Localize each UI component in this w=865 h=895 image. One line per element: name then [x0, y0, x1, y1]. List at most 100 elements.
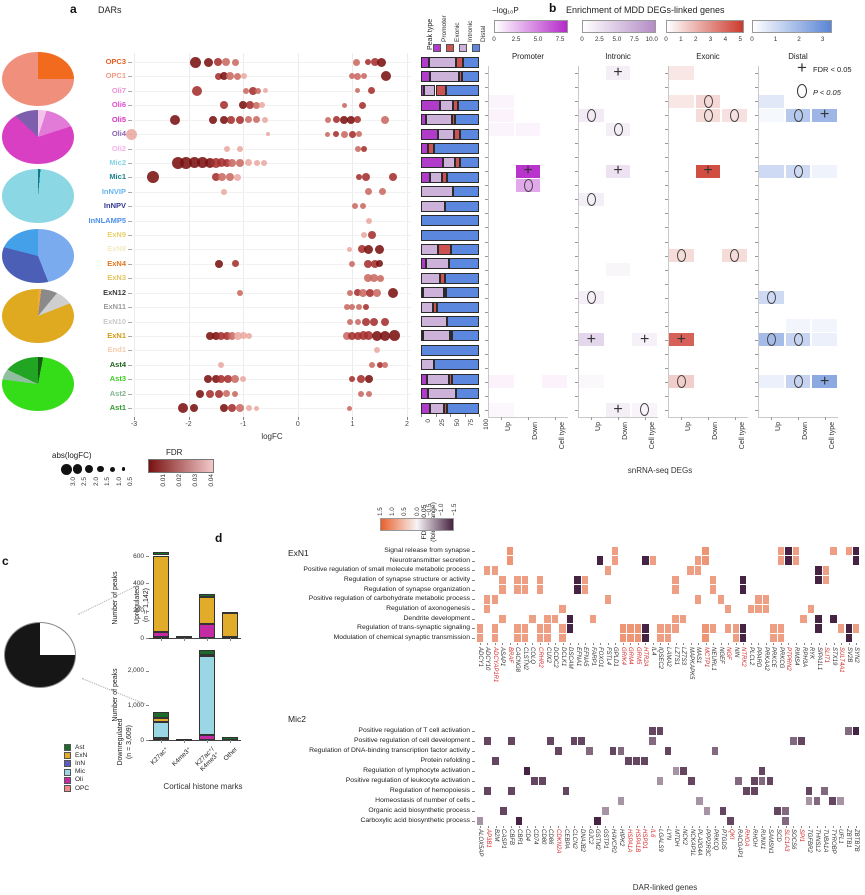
gene-col-tick — [746, 826, 748, 828]
peak-bar-segment — [455, 388, 479, 400]
gridline-y — [133, 76, 411, 78]
go-cell — [657, 633, 664, 643]
heatmap-name: Distal — [788, 52, 808, 61]
gene-label: PTPRN2 — [785, 647, 792, 671]
gene-col-tick — [547, 643, 549, 645]
row-tick — [128, 162, 132, 164]
go-cell — [506, 546, 514, 556]
dar-dot — [347, 115, 356, 124]
go-cell — [536, 624, 544, 633]
heatmap-row-tick — [755, 353, 758, 355]
heatmap-row-tick — [485, 395, 488, 397]
bar-axis-tick — [421, 414, 422, 417]
go-row-tick — [472, 550, 475, 552]
gene-col-tick — [722, 826, 724, 828]
heatmap-col-tick — [824, 417, 826, 420]
gene-col-tick — [540, 643, 541, 645]
y-tick-label: 0 — [140, 634, 144, 642]
go-cell — [719, 806, 727, 816]
gene-col-tick — [562, 643, 564, 645]
axis-tick-label: -2 — [185, 421, 192, 428]
peak-bar-segment — [421, 85, 424, 97]
dar-dot — [223, 390, 231, 398]
size-legend-tick: 3.0 — [69, 477, 77, 487]
enrichment-cell — [812, 375, 837, 389]
fdr-significant-marker: + — [819, 372, 830, 390]
gene-label: ASAP1 — [499, 647, 506, 667]
gridline-y — [133, 235, 411, 237]
go-cell — [544, 614, 551, 623]
p-significant-marker — [523, 178, 533, 192]
peak-bar-segment — [421, 301, 433, 313]
dar-dot — [223, 375, 232, 384]
celltype-legend-label: Ast — [75, 743, 85, 751]
dar-dot — [389, 173, 398, 182]
peak-bar-segment — [456, 56, 464, 68]
dar-dot — [372, 288, 381, 297]
colorbar-tick-label: 1 — [773, 36, 778, 43]
gene-col-tick — [698, 643, 700, 645]
gene-label: UFL1 — [837, 829, 844, 844]
celltype-legend-swatch — [64, 768, 71, 776]
gene-col-tick — [495, 826, 497, 828]
gene-col-tick — [796, 643, 797, 645]
go-cell — [853, 556, 860, 565]
heatmap-row-tick — [755, 87, 758, 89]
gene-col-tick — [558, 826, 560, 828]
colorbar-tick-label: 0 — [492, 36, 496, 43]
heatmap-row-tick — [485, 269, 488, 271]
heatmap-row-tick — [485, 73, 488, 75]
heatmap-row-tick — [755, 199, 758, 201]
peak-bar-segment — [458, 99, 479, 111]
col-label-up: Up — [505, 422, 513, 431]
peak-bar-segment — [454, 128, 461, 140]
heatmap-row-tick — [665, 115, 668, 117]
dar-dot — [380, 330, 391, 341]
gene-label: PTGDS — [719, 829, 726, 850]
go-cell — [649, 556, 657, 565]
gene-col-tick — [793, 826, 795, 828]
p-significant-legend-icon — [797, 84, 807, 98]
heatmap-row-tick — [485, 185, 488, 187]
dar-dot — [220, 115, 229, 124]
dar-dot — [125, 128, 137, 140]
dar-dot — [225, 72, 234, 81]
gridline-y — [133, 321, 411, 323]
gene-col-tick — [479, 826, 481, 828]
gene-col-tick — [487, 826, 489, 828]
gene-label: ALOX5AP — [476, 829, 483, 857]
heatmap-row-tick — [755, 409, 758, 411]
gene-col-tick — [832, 826, 834, 828]
dar-dot — [178, 403, 189, 414]
go-cell — [672, 766, 680, 776]
histone-bar-segment — [199, 597, 215, 624]
heatmap-row-tick — [575, 143, 578, 145]
colorbar-tick-label: 5.0 — [533, 36, 543, 43]
dar-dot — [356, 375, 365, 384]
colorbar-tick-label: 0 — [750, 36, 754, 43]
heatmap-row-tick — [755, 185, 758, 187]
cell-type-label: End1 — [107, 345, 126, 355]
gene-col-tick — [818, 643, 820, 645]
go-cell — [740, 575, 747, 585]
gridline-y — [133, 278, 411, 280]
heatmap-row-tick — [485, 255, 488, 257]
row-tick — [128, 148, 132, 150]
gridline-x — [352, 53, 354, 417]
heatmap-row-tick — [575, 297, 578, 299]
gridline-y — [133, 292, 411, 294]
gene-label: ZBTB1 — [845, 829, 852, 848]
cell-type-label: Oli6 — [111, 100, 126, 110]
gene-col-tick — [645, 643, 647, 645]
dar-dot — [237, 145, 244, 152]
go-row-tick — [472, 560, 475, 562]
go-cell — [805, 796, 813, 806]
row-tick — [128, 408, 132, 410]
gene-label: LZTS1 — [672, 647, 679, 666]
gene-col-tick — [735, 643, 737, 645]
enrichment-cell — [632, 333, 657, 347]
fdr-significant-marker: + — [523, 162, 533, 180]
heatmap-row-tick — [485, 171, 488, 173]
go-cell — [702, 633, 709, 643]
heatmap-row-tick — [485, 157, 488, 159]
